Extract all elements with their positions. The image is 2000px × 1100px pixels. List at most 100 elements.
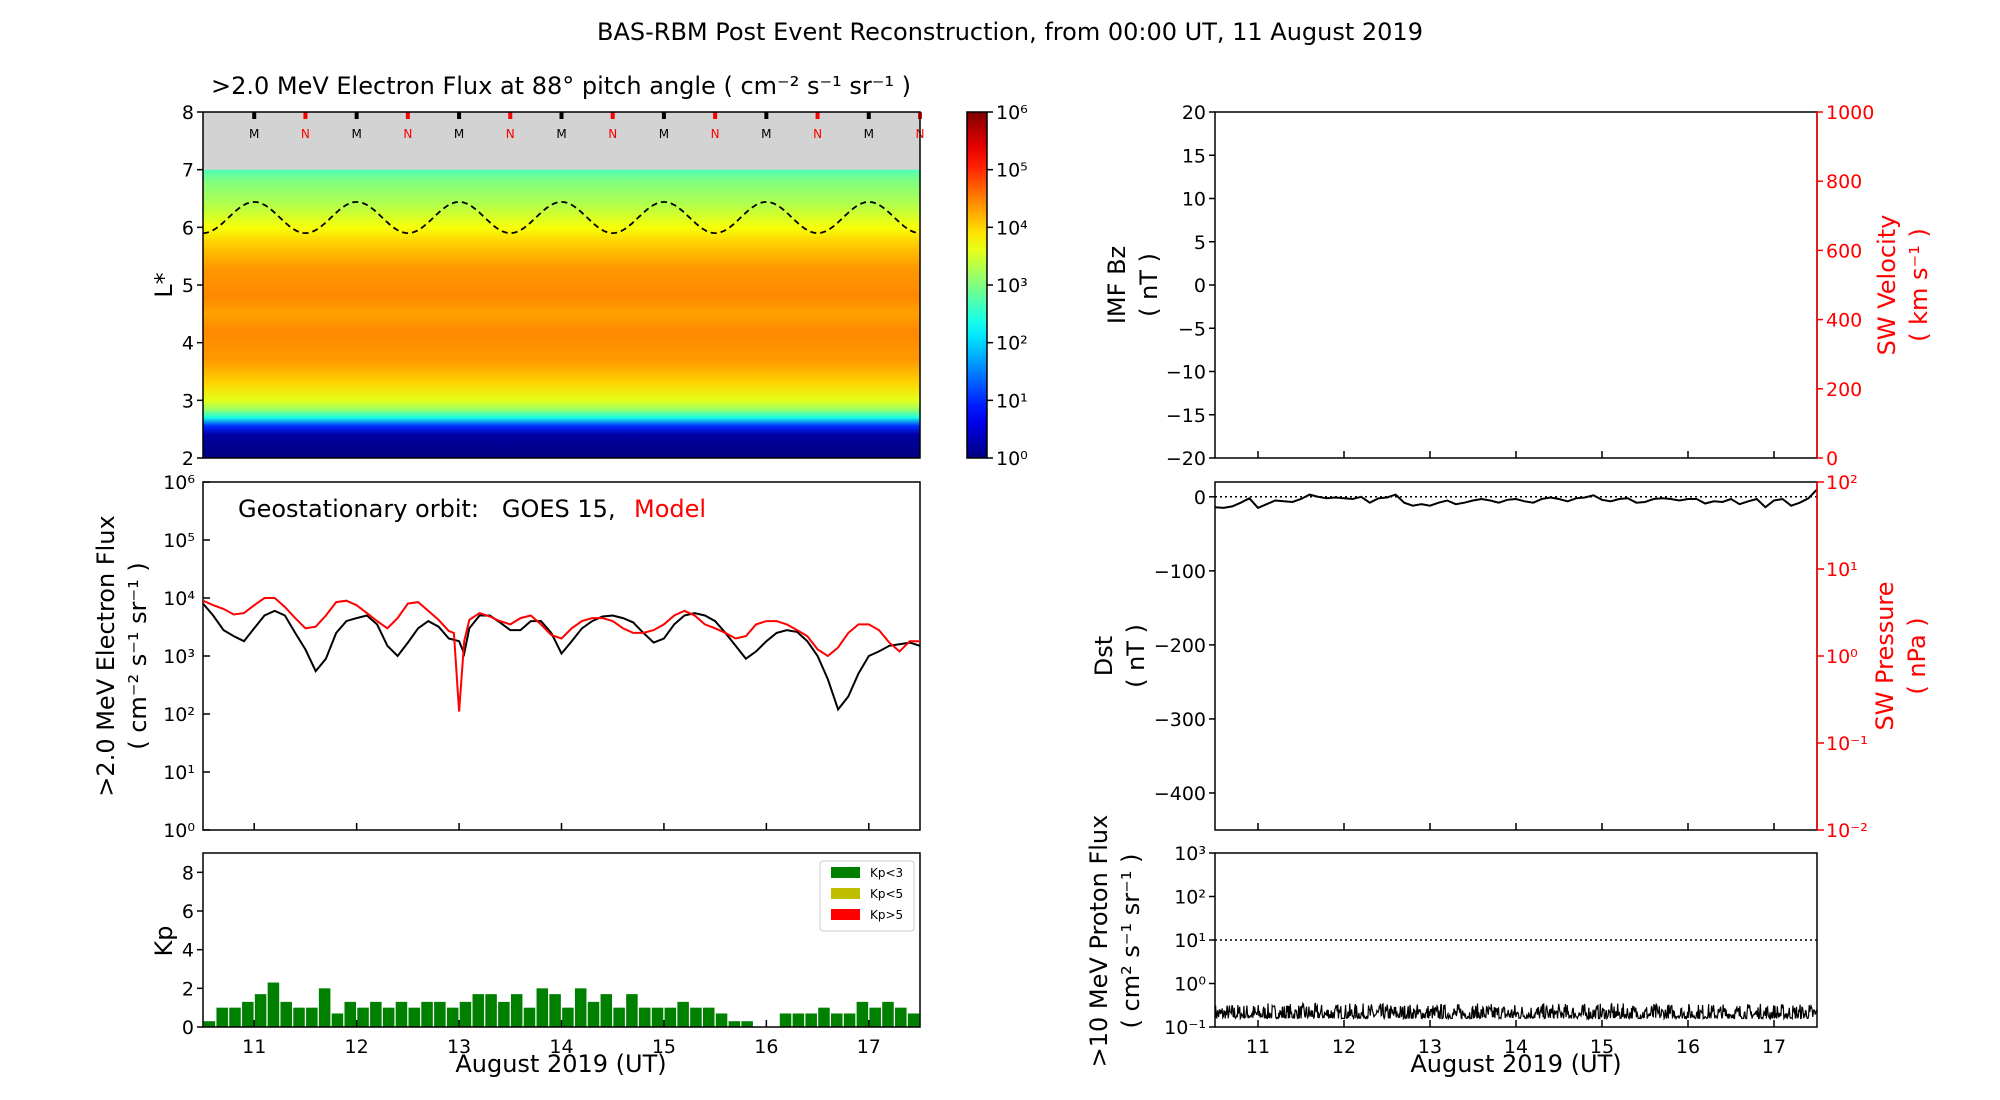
- geo-flux-ytick-label-3: 10³: [163, 646, 195, 668]
- dst-xticks: [1257, 823, 1775, 830]
- kp-bar: [792, 1013, 805, 1027]
- proton-xticks: 11 12 13 14 15 16 17: [1246, 1020, 1786, 1058]
- colorbar-tick-label-6: 10⁶: [996, 102, 1028, 124]
- kp-bar: [254, 994, 267, 1027]
- kp-yticks: 0 2 4 6 8: [182, 862, 203, 1039]
- spectrogram-ytick-label-5: 7: [182, 160, 194, 182]
- sw-pressure-ylabel: SW Pressure: [1871, 581, 1899, 730]
- mlt-marker-label-7: N: [608, 127, 617, 141]
- proton-series: [1215, 1001, 1817, 1021]
- colorbar-ticks: 10⁰ 10¹ 10² 10³ 10⁴ 10⁵ 10⁶: [987, 102, 1028, 470]
- sw-velocity-ytick-label-2: 600: [1826, 240, 1862, 262]
- spectrogram-ytick-label-3: 5: [182, 275, 194, 297]
- mlt-marker-label-0: M: [249, 127, 259, 141]
- kp-bar: [408, 1007, 421, 1027]
- kp-legend-label-low: Kp<3: [870, 866, 903, 880]
- kp-legend: Kp<3 Kp<5 Kp>5: [819, 860, 915, 932]
- spectrogram-ylabel: L*: [150, 272, 178, 297]
- kp-bar: [869, 1007, 881, 1027]
- imf-ytick-label-8: −20: [1166, 448, 1206, 470]
- colorbar-tick-label-5: 10⁵: [996, 160, 1028, 182]
- kp-legend-swatch-low: [831, 867, 860, 878]
- imf-ylabel: IMF Bz: [1103, 246, 1131, 324]
- kp-bar: [1010, 1008, 1022, 1027]
- geo-flux-annotation: Geostationary orbit: GOES 15,: [238, 495, 616, 523]
- kp-ytick-label-2: 4: [182, 940, 194, 962]
- kp-bar: [715, 1013, 728, 1027]
- sw-velocity-yunits: ( km s⁻¹ ): [1905, 228, 1933, 342]
- kp-bar: [728, 1021, 741, 1027]
- imf-yticks: 20 15 10 5 0 −5 −10 −15 −20 1000 800 600 400 200 0: [1166, 102, 1874, 470]
- sw-pressure-ytick-label-3: 10⁻¹: [1826, 733, 1868, 755]
- kp-bar: [831, 1013, 843, 1027]
- kp-bar: [882, 1001, 894, 1027]
- proton-xlabel: August 2019 (UT): [1410, 1050, 1621, 1078]
- kp-bar: [562, 1007, 574, 1027]
- kp-bar: [664, 1007, 677, 1027]
- kp-xtick-label-1: 12: [345, 1036, 369, 1058]
- sw-velocity-ylabel: SW Velocity: [1873, 215, 1901, 356]
- spectrogram-ytick-label-1: 3: [182, 390, 194, 412]
- kp-bar: [779, 1013, 792, 1027]
- spectrogram-ytick-label-0: 2: [182, 448, 194, 470]
- kp-xtick-label-0: 11: [242, 1036, 266, 1058]
- kp-bar: [267, 982, 280, 1027]
- kp-bar: [574, 988, 587, 1027]
- mlt-marker-label-12: M: [864, 127, 874, 141]
- kp-xlabel: August 2019 (UT): [455, 1050, 666, 1078]
- dst-yticks: 0 −100 −200 −300 −400 10² 10¹ 10⁰ 10⁻¹ 10⁻²: [1154, 472, 1868, 842]
- kp-bar: [357, 1007, 369, 1027]
- kp-bar: [485, 994, 497, 1027]
- kp-bar: [242, 1001, 254, 1027]
- kp-bar: [472, 994, 485, 1027]
- geo-flux-yunits: ( cm⁻² s⁻¹ sr⁻¹ ): [124, 562, 152, 750]
- mlt-marker-label-1: N: [301, 127, 310, 141]
- kp-xtick-label-4: 15: [652, 1036, 676, 1058]
- figure-title: BAS-RBM Post Event Reconstruction, from …: [597, 18, 1423, 46]
- kp-bar: [280, 1001, 292, 1027]
- geo-flux-ytick-label-0: 10⁰: [163, 820, 195, 842]
- kp-bar: [229, 1007, 241, 1027]
- mlt-marker-label-2: M: [351, 127, 361, 141]
- colorbar-tick-label-4: 10⁴: [996, 217, 1028, 239]
- kp-legend-label-high: Kp>5: [870, 908, 903, 922]
- proton-ytick-label-4: 10⁻¹: [1164, 1017, 1206, 1039]
- imf-ytick-label-0: 20: [1182, 102, 1206, 124]
- mlt-marker-label-4: M: [454, 127, 464, 141]
- kp-legend-swatch-high: [831, 909, 860, 920]
- proton-xtick-label-5: 16: [1676, 1036, 1700, 1058]
- colorbar-tick-label-2: 10²: [996, 333, 1028, 355]
- spectrogram-data-gap: [203, 112, 920, 170]
- kp-bar: [677, 1001, 689, 1027]
- kp-bar: [818, 1007, 830, 1027]
- kp-frame: [202, 852, 921, 1028]
- kp-bar: [638, 1007, 651, 1027]
- dst-ytick-label-1: −100: [1154, 561, 1206, 583]
- dst-lines: [1215, 488, 1817, 510]
- imf-ytick-label-7: −15: [1166, 405, 1206, 427]
- colorbar-tick-label-0: 10⁰: [996, 448, 1028, 470]
- proton-xtick-label-0: 11: [1246, 1036, 1270, 1058]
- dst-ytick-label-0: 0: [1194, 487, 1206, 509]
- dst-frame: [1214, 481, 1818, 831]
- kp-bar: [843, 1013, 856, 1027]
- kp-bar: [959, 1013, 971, 1027]
- kp-bar: [933, 988, 945, 1027]
- kp-bar: [1049, 1008, 1061, 1027]
- imf-ytick-label-1: 15: [1182, 145, 1206, 167]
- geo-flux-ylabel: >2.0 MeV Electron Flux: [92, 515, 120, 796]
- kp-bar: [523, 1007, 536, 1027]
- mlt-marker-label-5: N: [506, 127, 515, 141]
- mlt-marker-label-9: N: [711, 127, 720, 141]
- kp-xtick-label-3: 14: [549, 1036, 573, 1058]
- proton-ytick-label-0: 10³: [1174, 843, 1206, 865]
- kp-bar: [907, 1013, 920, 1027]
- kp-bar: [344, 1001, 357, 1027]
- kp-bar: [536, 988, 549, 1027]
- imf-frame: [1214, 111, 1818, 459]
- imf-ytick-label-5: −5: [1178, 318, 1206, 340]
- geo-flux-annotation-model: Model: [634, 495, 706, 523]
- kp-legend-label-mid: Kp<5: [870, 887, 903, 901]
- kp-bar: [626, 994, 638, 1027]
- kp-bar: [651, 1007, 664, 1027]
